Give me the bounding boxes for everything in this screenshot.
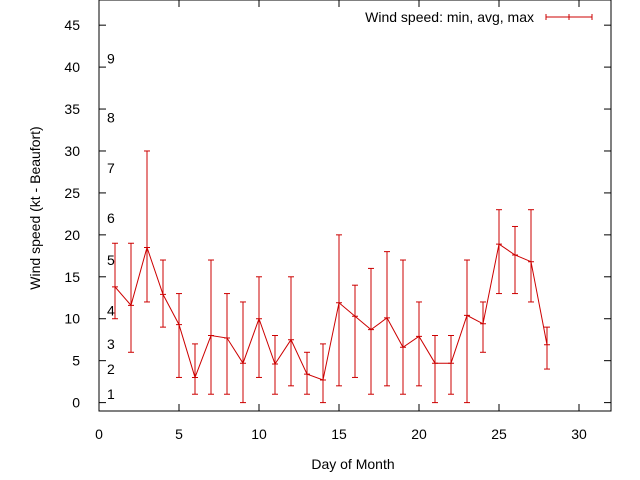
avg-point bbox=[336, 299, 342, 306]
y-tick-label: 15 bbox=[64, 269, 80, 285]
avg-point bbox=[384, 314, 390, 321]
x-tick-label: 30 bbox=[571, 426, 587, 442]
error-bar bbox=[512, 225, 518, 295]
y-tick-label: 10 bbox=[64, 311, 80, 327]
error-bar bbox=[144, 150, 150, 303]
y-tick-label: 20 bbox=[64, 227, 80, 243]
y-axis-title: Wind speed (kt - Beaufort) bbox=[27, 126, 43, 289]
x-tick-label: 5 bbox=[175, 426, 183, 442]
x-tick-label: 15 bbox=[331, 426, 347, 442]
error-bar bbox=[304, 351, 310, 395]
beaufort-label: 4 bbox=[107, 302, 115, 318]
error-bar bbox=[496, 209, 502, 295]
avg-point bbox=[208, 332, 214, 339]
beaufort-label: 2 bbox=[107, 361, 115, 377]
x-tick-label: 25 bbox=[491, 426, 507, 442]
avg-point bbox=[320, 376, 326, 383]
avg-point bbox=[304, 371, 310, 378]
error-bar bbox=[432, 335, 438, 404]
beaufort-label: 8 bbox=[107, 109, 115, 125]
error-bar bbox=[288, 276, 294, 387]
avg-point bbox=[448, 360, 454, 367]
error-bar bbox=[272, 335, 278, 395]
avg-point bbox=[480, 320, 486, 327]
error-bar bbox=[192, 343, 198, 395]
y-tick-label: 40 bbox=[64, 59, 80, 75]
avg-point bbox=[112, 283, 118, 290]
error-bar bbox=[160, 259, 166, 328]
x-axis-title: Day of Month bbox=[311, 456, 394, 472]
error-bar bbox=[176, 293, 182, 378]
error-bar bbox=[368, 267, 374, 395]
y-tick-label: 5 bbox=[72, 353, 80, 369]
error-bar bbox=[208, 259, 214, 395]
beaufort-label: 5 bbox=[107, 252, 115, 268]
wind-speed-series bbox=[112, 150, 550, 404]
avg-point bbox=[368, 326, 374, 333]
error-bar bbox=[416, 301, 422, 387]
legend-point-marker bbox=[566, 14, 572, 20]
y-tick-label: 0 bbox=[72, 395, 80, 411]
error-bar bbox=[352, 284, 358, 378]
error-bar bbox=[448, 335, 454, 395]
legend-label: Wind speed: min, avg, max bbox=[365, 9, 534, 25]
chart-legend: Wind speed: min, avg, max bbox=[365, 9, 593, 25]
avg-point bbox=[464, 312, 470, 319]
error-bar bbox=[336, 234, 342, 387]
error-bar bbox=[256, 276, 262, 378]
x-tick-label: 20 bbox=[411, 426, 427, 442]
avg-point bbox=[128, 302, 134, 309]
x-tick-label: 10 bbox=[251, 426, 267, 442]
y-tick-label: 25 bbox=[64, 185, 80, 201]
avg-point bbox=[432, 360, 438, 367]
avg-point bbox=[240, 360, 246, 367]
avg-point bbox=[512, 251, 518, 258]
beaufort-label: 9 bbox=[107, 51, 115, 67]
y-tick-label: 45 bbox=[64, 17, 80, 33]
avg-point bbox=[544, 341, 550, 348]
error-bar bbox=[528, 209, 534, 303]
avg-point bbox=[224, 335, 230, 342]
avg-point bbox=[256, 315, 262, 322]
avg-point bbox=[272, 361, 278, 368]
error-bar bbox=[128, 242, 134, 353]
avg-point bbox=[144, 244, 150, 251]
avg-point bbox=[288, 336, 294, 343]
error-bar bbox=[240, 301, 246, 404]
beaufort-label: 7 bbox=[107, 160, 115, 176]
error-bar bbox=[464, 259, 470, 404]
error-bar bbox=[480, 301, 486, 353]
avg-point bbox=[496, 241, 502, 248]
plot-frame bbox=[98, 0, 612, 412]
avg-point bbox=[192, 374, 198, 381]
error-bar bbox=[112, 242, 118, 320]
beaufort-scale-labels: 1 2 3 4 5 6 7 8 9 bbox=[107, 51, 115, 403]
avg-point bbox=[352, 313, 358, 320]
error-bar bbox=[320, 343, 326, 404]
x-tick-label: 0 bbox=[95, 426, 103, 442]
beaufort-label: 3 bbox=[107, 336, 115, 352]
avg-point bbox=[416, 333, 422, 340]
plot-border bbox=[98, 0, 612, 412]
error-bar bbox=[224, 293, 230, 395]
y-tick-label: 30 bbox=[64, 143, 80, 159]
avg-point bbox=[528, 258, 534, 265]
error-bar bbox=[400, 259, 406, 395]
avg-point bbox=[176, 321, 182, 328]
y-tick-label: 35 bbox=[64, 101, 80, 117]
error-bar bbox=[384, 251, 390, 387]
avg-point bbox=[160, 291, 166, 298]
beaufort-label: 1 bbox=[107, 386, 115, 402]
avg-line bbox=[114, 243, 548, 381]
beaufort-label: 6 bbox=[107, 210, 115, 226]
avg-point bbox=[400, 344, 406, 351]
error-bar bbox=[544, 326, 550, 370]
